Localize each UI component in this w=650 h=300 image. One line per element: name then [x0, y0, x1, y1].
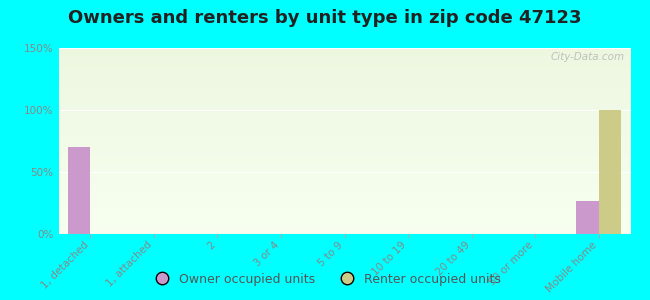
Text: City-Data.com: City-Data.com: [551, 52, 625, 62]
Text: Owners and renters by unit type in zip code 47123: Owners and renters by unit type in zip c…: [68, 9, 582, 27]
Bar: [599, 110, 621, 234]
Bar: [68, 147, 90, 234]
Legend: Owner occupied units, Renter occupied units: Owner occupied units, Renter occupied un…: [144, 268, 506, 291]
Bar: [577, 200, 599, 234]
